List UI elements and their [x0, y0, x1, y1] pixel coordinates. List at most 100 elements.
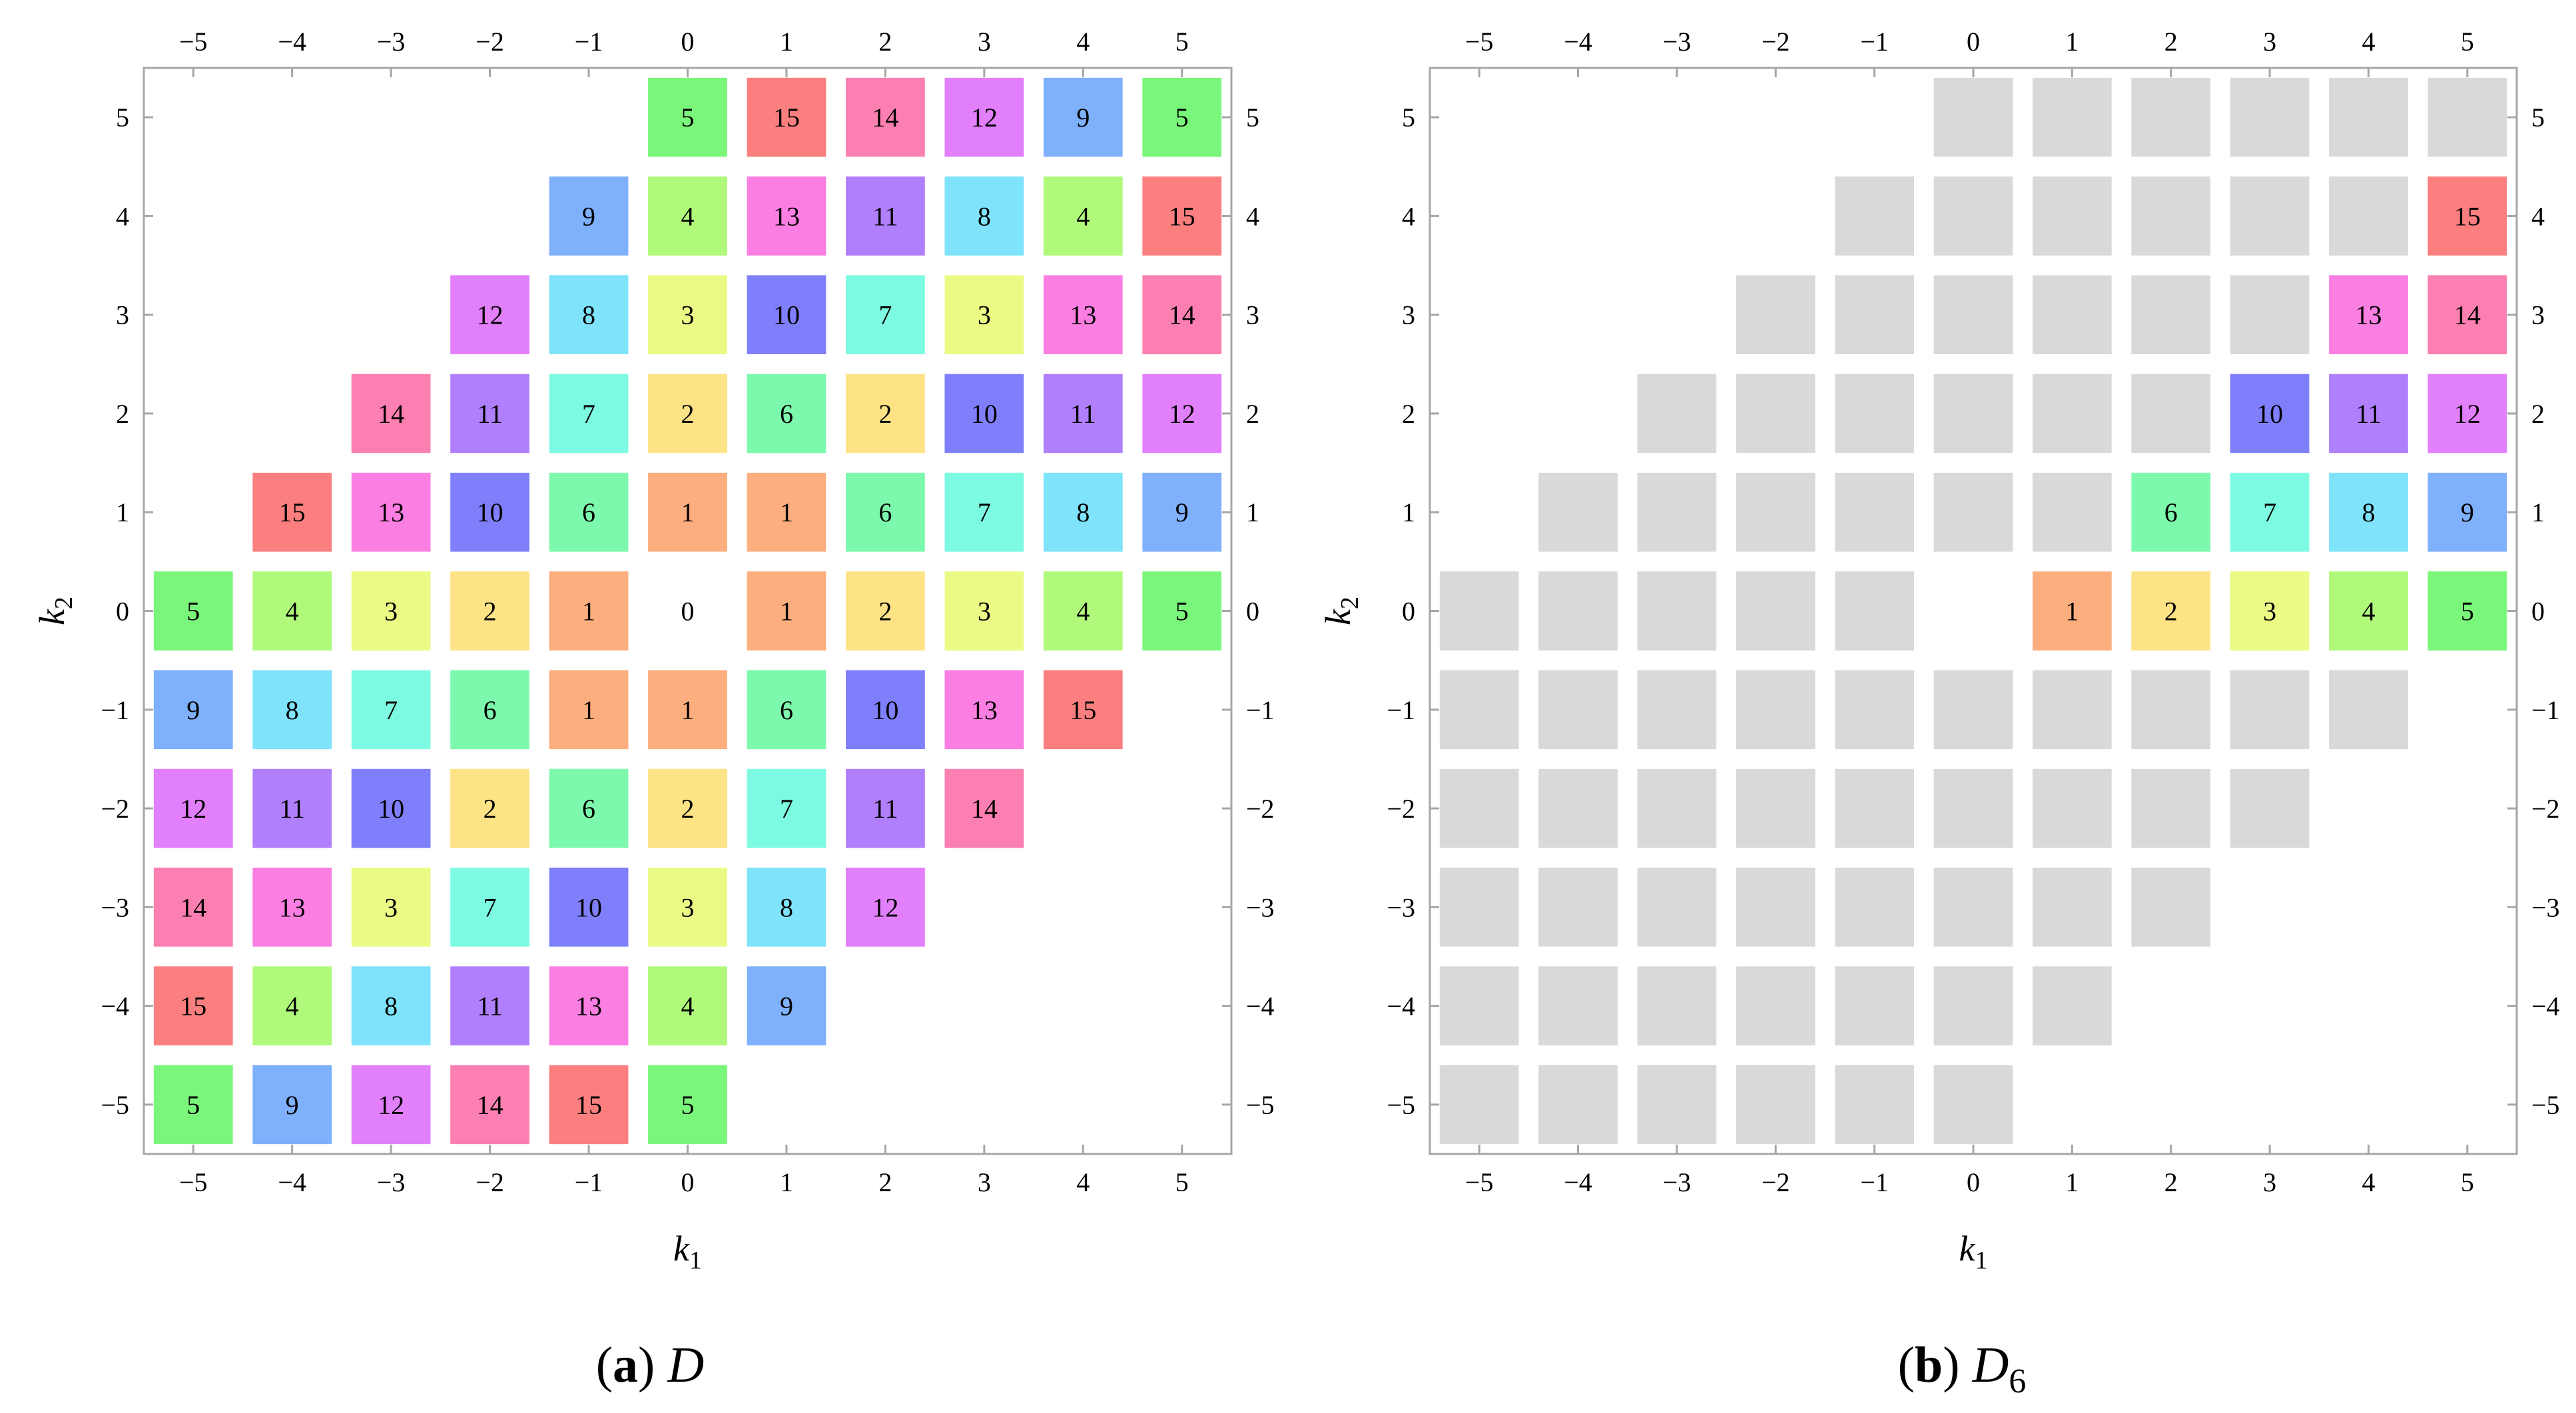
caption-paren-open: (	[596, 1337, 613, 1393]
cell-label: 2	[681, 794, 695, 824]
cell-b--5_0	[1439, 571, 1519, 651]
cell-a-1_1	[747, 472, 826, 552]
cell-label: 14	[378, 399, 404, 429]
cell-label: 9	[186, 695, 200, 725]
x-axis-label-main: k	[1959, 1229, 1976, 1269]
cell-label: 8	[978, 201, 991, 231]
x-tick-label-bottom: 3	[978, 1167, 991, 1197]
y-tick-label-right: 1	[1246, 497, 1259, 527]
x-axis-label-sub: 1	[1975, 1247, 1987, 1274]
cell-label: 12	[180, 794, 206, 824]
cell-a--4_-2	[252, 768, 332, 848]
cell-label: 2	[878, 399, 892, 429]
x-tick-label-top: 3	[2263, 27, 2276, 57]
cell-b-3_3	[2230, 275, 2310, 354]
x-tick-label-bottom: 4	[2362, 1167, 2375, 1197]
cell-label: 11	[477, 399, 503, 429]
cell-a-4_5	[1043, 77, 1123, 157]
cell-a-0_2	[648, 374, 727, 453]
cell-label: 6	[483, 695, 497, 725]
cell-b-3_4	[2230, 176, 2310, 256]
cell-b--2_0	[1736, 571, 1815, 651]
cell-b--4_-4	[1538, 966, 1618, 1045]
cell-a--1_-4	[549, 966, 629, 1045]
cell-a-0_3	[648, 275, 727, 354]
y-tick-label-left: −5	[101, 1090, 129, 1120]
cell-label: 5	[186, 1090, 200, 1120]
cell-b--4_0	[1538, 571, 1618, 651]
cell-label: 15	[1169, 201, 1195, 231]
cell-label: 10	[477, 497, 503, 527]
cell-label: 12	[872, 892, 898, 922]
cell-b-4_2	[2329, 374, 2408, 453]
cell-label: 10	[872, 695, 898, 725]
x-axis-label-sub: 1	[689, 1247, 702, 1274]
cell-a--3_0	[351, 571, 431, 651]
cell-b-1_5	[2033, 77, 2112, 157]
cell-a-5_3	[1142, 275, 1222, 354]
y-tick-label-right: 4	[2531, 201, 2545, 231]
cell-b-2_0	[2131, 571, 2211, 651]
y-tick-label-left: −2	[1387, 794, 1415, 824]
cell-a--5_-4	[153, 966, 233, 1045]
cell-label: 1	[582, 597, 595, 627]
cell-a-2_2	[846, 374, 925, 453]
cell-label: 12	[2454, 399, 2481, 429]
cell-b-2_-1	[2131, 670, 2211, 750]
cell-b-2_4	[2131, 176, 2211, 256]
y-tick-label-left: −1	[101, 695, 129, 725]
cell-a--1_-1	[549, 670, 629, 750]
cell-a--2_-5	[450, 1065, 529, 1145]
cell-b-3_5	[2230, 77, 2310, 157]
cell-b-5_1	[2427, 472, 2507, 552]
cell-label: 2	[2164, 597, 2178, 627]
x-tick-label-top: 4	[2362, 27, 2375, 57]
cell-a-0_-3	[648, 868, 727, 947]
cell-label: 6	[780, 399, 793, 429]
cell-b--2_3	[1736, 275, 1815, 354]
x-tick-label-bottom: 2	[878, 1167, 892, 1197]
cell-label: 7	[483, 892, 497, 922]
caption-paren-close: )	[1943, 1337, 1972, 1393]
cell-b-1_1	[2033, 472, 2112, 552]
cell-b--3_-4	[1637, 966, 1717, 1045]
cell-b-0_0	[1933, 571, 2013, 651]
cell-label: 0	[681, 597, 695, 627]
cell-b--5_-1	[1439, 670, 1519, 750]
cell-label: 7	[878, 300, 892, 330]
cell-b--4_-3	[1538, 868, 1618, 947]
cell-a--1_-3	[549, 868, 629, 947]
cell-label: 12	[378, 1090, 404, 1120]
cell-label: 3	[978, 597, 991, 627]
cell-a-2_-2	[846, 768, 925, 848]
cell-label: 1	[681, 497, 695, 527]
x-tick-label-bottom: −2	[1762, 1167, 1790, 1197]
cell-label: 6	[780, 695, 793, 725]
x-tick-label-top: 5	[2461, 27, 2474, 57]
cell-label: 9	[582, 201, 595, 231]
cell-b--1_3	[1835, 275, 1914, 354]
cell-a-5_5	[1142, 77, 1222, 157]
y-tick-label-left: 5	[1402, 103, 1415, 133]
cell-label: 8	[384, 991, 398, 1021]
cell-label: 6	[582, 497, 595, 527]
cell-a-1_-2	[747, 768, 826, 848]
cell-b-2_3	[2131, 275, 2211, 354]
cell-b--1_-4	[1835, 966, 1914, 1045]
cell-a-1_3	[747, 275, 826, 354]
y-tick-label-left: −3	[1387, 892, 1415, 922]
cell-a-3_1	[944, 472, 1024, 552]
cell-b--4_-2	[1538, 768, 1618, 848]
cell-label: 9	[1076, 103, 1090, 133]
y-axis-label-main: k	[32, 609, 72, 625]
x-tick-label-top: −3	[1663, 27, 1692, 57]
cell-b-2_1	[2131, 472, 2211, 552]
x-axis-label-main: k	[673, 1229, 690, 1269]
cell-label: 10	[2256, 399, 2283, 429]
cell-b--4_1	[1538, 472, 1618, 552]
cell-label: 7	[384, 695, 398, 725]
y-tick-label-right: 2	[2531, 399, 2545, 429]
cell-label: 15	[279, 497, 306, 527]
cell-a--2_-2	[450, 768, 529, 848]
